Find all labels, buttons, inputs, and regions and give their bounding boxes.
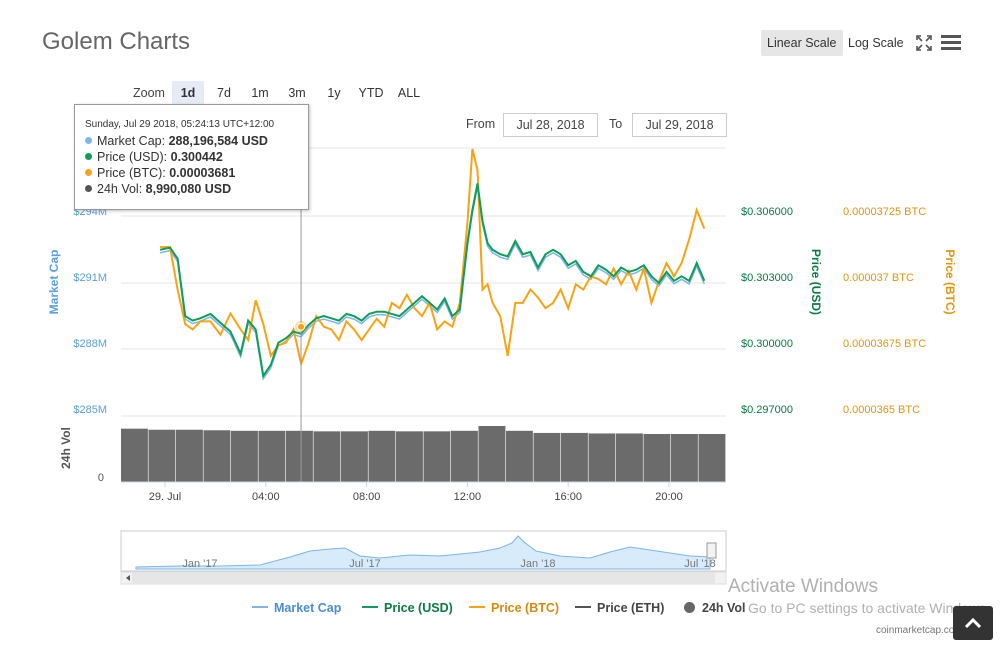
x-tick-label: 20:00 xyxy=(655,491,683,503)
x-tick-label: 16:00 xyxy=(554,491,582,503)
y-usd-tick-label: $0.303000 xyxy=(741,272,793,284)
zoom-ytd-button[interactable]: YTD xyxy=(358,86,384,100)
y-btc-tick-label: 0.00003675 BTC xyxy=(843,338,926,350)
x-tick-label: 29. Jul xyxy=(149,491,181,503)
legend-price-btc[interactable]: Price (BTC) xyxy=(469,601,559,615)
legend-market-cap[interactable]: Market Cap xyxy=(252,601,341,615)
zoom-1y-button[interactable]: 1y xyxy=(327,86,341,100)
y-left-tick-label: $288M xyxy=(73,338,107,350)
linear-scale-button[interactable]: Linear Scale xyxy=(761,30,843,56)
volume-bar xyxy=(698,434,726,482)
tooltip-price-usd: Price (USD): 0.300442 xyxy=(85,150,223,164)
legend-price-usd[interactable]: Price (USD) xyxy=(362,601,453,615)
volume-bar xyxy=(148,429,176,482)
volume-bar xyxy=(313,431,341,482)
volume-bar xyxy=(176,429,203,482)
y-btc-tick-label: 0.000037 BTC xyxy=(843,272,914,284)
volume-bar xyxy=(396,431,423,482)
scrollbar-thumb xyxy=(132,572,715,584)
tooltip-market-cap: Market Cap: 288,196,584 USD xyxy=(85,134,268,148)
vol-tick-label: 0 xyxy=(98,472,104,484)
vol-axis-title: 24h Vol xyxy=(59,427,73,469)
to-label: To xyxy=(609,117,623,131)
page-title: Golem Charts xyxy=(42,28,191,55)
zoom-3m-button[interactable]: 3m xyxy=(288,86,306,100)
y-usd-tick-label: $0.300000 xyxy=(741,338,793,350)
y-left-axis-title: Market Cap xyxy=(47,250,61,315)
tooltip-price-btc: Price (BTC): 0.00003681 xyxy=(85,166,235,180)
navigator-tick-label: Jul '17 xyxy=(349,558,380,570)
activate-windows-title: Activate Windows xyxy=(728,576,878,597)
y-btc-tick-label: 0.0000365 BTC xyxy=(843,404,920,416)
volume-bar xyxy=(506,430,533,482)
y-btc-axis-title: Price (BTC) xyxy=(943,249,957,314)
x-tick-label: 12:00 xyxy=(454,491,482,503)
tooltip-volume: 24h Vol: 8,990,080 USD xyxy=(85,182,231,196)
volume-bar xyxy=(121,428,148,482)
from-date-input[interactable] xyxy=(503,113,598,137)
zoom-label: Zoom xyxy=(133,86,165,100)
navigator-tick-label: Jul '18 xyxy=(684,558,715,570)
menu-icon[interactable] xyxy=(941,35,961,51)
volume-bar xyxy=(451,430,478,482)
credit-link[interactable]: coinmarketcap.com xyxy=(876,625,963,636)
fullscreen-icon[interactable] xyxy=(915,34,933,52)
volume-bar xyxy=(533,432,561,482)
tooltip: Sunday, Jul 29 2018, 05:24:13 UTC+12:00 … xyxy=(74,104,309,210)
y-left-tick-label: $285M xyxy=(73,404,107,416)
volume-bar xyxy=(341,431,368,482)
y-usd-tick-label: $0.306000 xyxy=(741,206,793,218)
zoom-1m-button[interactable]: 1m xyxy=(251,86,269,100)
navigator-series-area xyxy=(135,535,711,570)
y-usd-axis-title: Price (USD) xyxy=(809,249,823,315)
volume-bar xyxy=(478,426,506,482)
legend-volume[interactable]: 24h Vol xyxy=(684,601,746,615)
series-market-cap-line xyxy=(159,186,705,381)
navigator-handle xyxy=(706,542,717,559)
tooltip-date: Sunday, Jul 29 2018, 05:24:13 UTC+12:00 xyxy=(85,119,275,130)
legend-price-eth[interactable]: Price (ETH) xyxy=(575,601,664,615)
scrollbar-left-arrow xyxy=(126,575,130,581)
zoom-all-button[interactable]: ALL xyxy=(397,86,421,100)
volume-bar xyxy=(561,432,588,482)
volume-bar xyxy=(616,433,643,482)
volume-bar xyxy=(231,430,258,482)
x-tick-label: 08:00 xyxy=(353,491,381,503)
zoom-1d-button[interactable]: 1d xyxy=(172,81,204,105)
zoom-7d-button[interactable]: 7d xyxy=(217,86,231,100)
volume-bar xyxy=(368,430,396,482)
series-price-usd-line xyxy=(159,183,706,379)
volume-bar xyxy=(671,434,698,482)
activate-windows-subtitle: Go to PC settings to activate Windows. xyxy=(748,600,990,616)
volume-bar xyxy=(423,431,451,482)
scroll-top-button[interactable] xyxy=(953,606,993,640)
y-left-tick-label: $291M xyxy=(73,272,107,284)
to-date-input[interactable] xyxy=(632,113,727,137)
series-price-btc-line xyxy=(160,148,706,368)
hover-marker-btc xyxy=(297,322,306,331)
volume-bar xyxy=(286,430,313,482)
navigator-tick-label: Jan '17 xyxy=(182,558,217,570)
y-btc-tick-label: 0.00003725 BTC xyxy=(843,206,926,218)
from-label: From xyxy=(466,117,496,131)
x-tick-label: 04:00 xyxy=(252,491,280,503)
volume-bar xyxy=(258,430,286,482)
log-scale-button[interactable]: Log Scale xyxy=(848,36,904,50)
y-usd-tick-label: $0.297000 xyxy=(741,404,793,416)
chevron-up-icon xyxy=(964,617,982,629)
navigator-tick-label: Jan '18 xyxy=(520,558,555,570)
volume-bar xyxy=(588,433,616,482)
volume-bar xyxy=(203,430,231,482)
volume-bar xyxy=(643,434,671,482)
